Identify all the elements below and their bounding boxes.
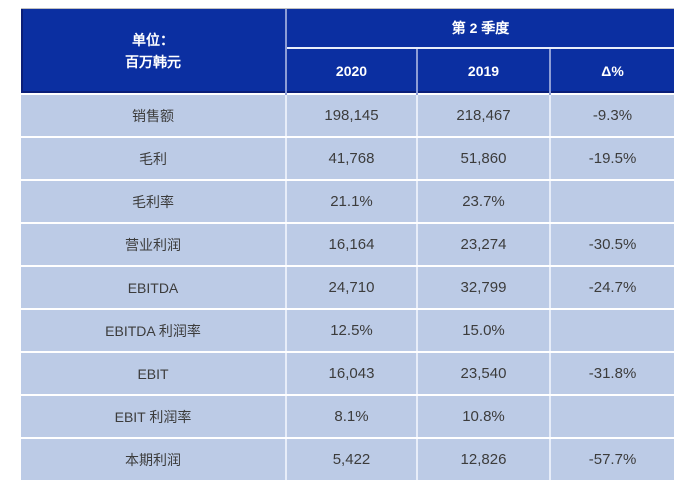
value-delta: -9.3% (550, 93, 675, 138)
value-2020: 16,043 (286, 352, 418, 396)
row-label: EBITDA (21, 266, 287, 310)
value-delta: -57.7% (550, 438, 675, 480)
value-delta (550, 395, 675, 439)
table-row-gross-profit: 毛利 41,768 51,860 -19.5% (21, 137, 675, 181)
row-label: 营业利润 (21, 223, 287, 267)
unit-header-line2: 百万韩元 (125, 54, 181, 70)
table-row-sales: 销售额 198,145 218,467 -9.3% (21, 93, 675, 138)
value-2019: 32,799 (417, 266, 551, 310)
value-2020: 24,710 (286, 266, 418, 310)
header-row-years: 2020 2019 Δ% (21, 48, 675, 94)
table-row-gross-margin: 毛利率 21.1% 23.7% (21, 180, 675, 224)
row-label: EBIT 利润率 (21, 395, 287, 439)
value-delta: -19.5% (550, 137, 675, 181)
row-label: 销售额 (21, 93, 287, 138)
row-label: 本期利润 (21, 438, 287, 480)
row-label: 毛利 (21, 137, 287, 181)
unit-header-line1: 单位： (132, 32, 174, 48)
value-2020: 41,768 (286, 137, 418, 181)
value-2019: 23.7% (417, 180, 551, 224)
row-label: 毛利率 (21, 180, 287, 224)
value-2019: 23,540 (417, 352, 551, 396)
value-2020: 12.5% (286, 309, 418, 353)
unit-header: 单位： 百万韩元 (21, 9, 287, 94)
value-2019: 218,467 (417, 93, 551, 138)
table-row-ebitda: EBITDA 24,710 32,799 -24.7% (21, 266, 675, 310)
value-delta: -31.8% (550, 352, 675, 396)
value-2020: 21.1% (286, 180, 418, 224)
value-delta: -24.7% (550, 266, 675, 310)
value-2019: 15.0% (417, 309, 551, 353)
value-2019: 51,860 (417, 137, 551, 181)
row-label: EBIT (21, 352, 287, 396)
value-2019: 23,274 (417, 223, 551, 267)
col-header-2020: 2020 (286, 48, 417, 94)
value-delta (550, 180, 675, 224)
value-2019: 12,826 (417, 438, 551, 480)
table-row-ebitda-margin: EBITDA 利润率 12.5% 15.0% (21, 309, 675, 353)
financial-table: 单位： 百万韩元 第 2 季度 2020 2019 Δ% 销售额 198,145… (21, 9, 675, 480)
col-header-2019: 2019 (416, 48, 550, 94)
value-2020: 8.1% (286, 395, 418, 439)
header-row-quarter: 单位： 百万韩元 第 2 季度 (21, 9, 675, 94)
table-row-net-profit: 本期利润 5,422 12,826 -57.7% (21, 438, 675, 480)
financial-table-container: 单位： 百万韩元 第 2 季度 2020 2019 Δ% 销售额 198,145… (21, 9, 675, 480)
value-2020: 5,422 (286, 438, 418, 480)
quarter-header: 第 2 季度 (286, 9, 675, 49)
table-row-ebit: EBIT 16,043 23,540 -31.8% (21, 352, 675, 396)
value-delta: -30.5% (550, 223, 675, 267)
value-delta (550, 309, 675, 353)
col-header-delta: Δ% (548, 48, 675, 94)
row-label: EBITDA 利润率 (21, 309, 287, 353)
table-row-ebit-margin: EBIT 利润率 8.1% 10.8% (21, 395, 675, 439)
value-2020: 16,164 (286, 223, 418, 267)
table-row-operating-profit: 营业利润 16,164 23,274 -30.5% (21, 223, 675, 267)
value-2020: 198,145 (286, 93, 418, 138)
value-2019: 10.8% (417, 395, 551, 439)
